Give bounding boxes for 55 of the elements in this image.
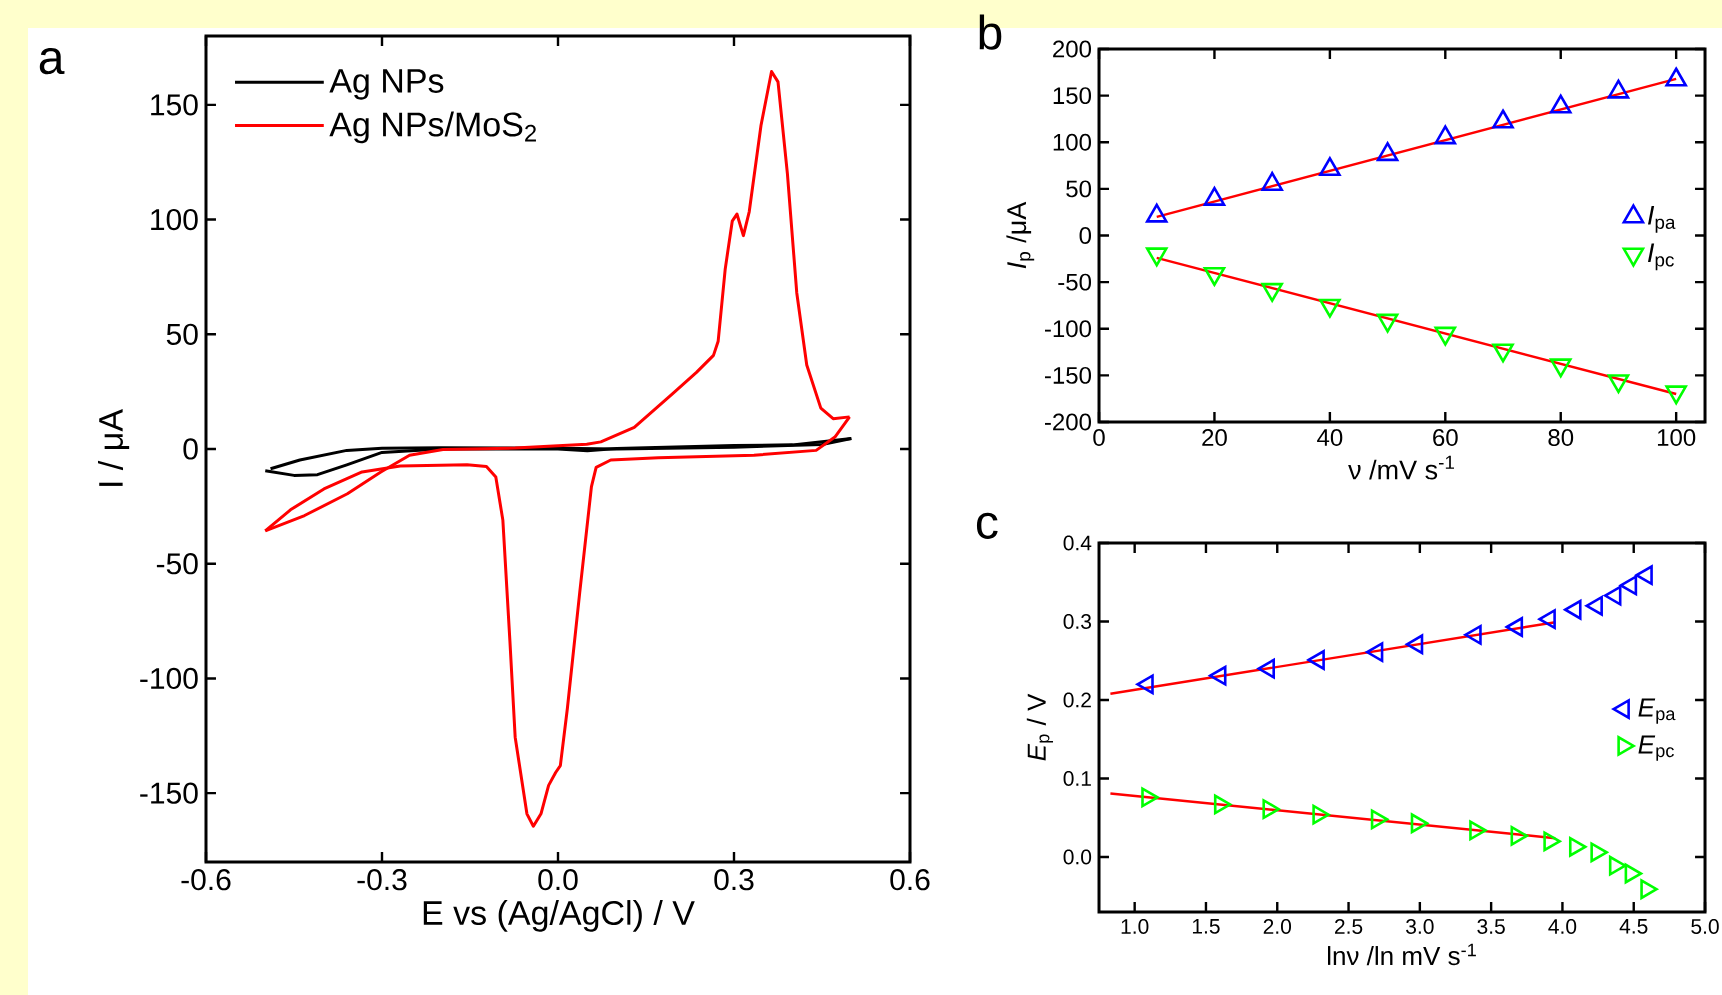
- y-tick-label: 0.3: [1063, 614, 1092, 629]
- y-tick-label: 50: [166, 323, 198, 345]
- y-tick-label: 0.2: [1063, 692, 1091, 708]
- chart-title: a: [39, 48, 65, 75]
- x-tick-label: 40: [1317, 429, 1343, 447]
- x-tick-label: 60: [1433, 429, 1458, 447]
- x-axis-title: ν /mV s$^{-1}$: [1348, 455, 1455, 480]
- x-axis-title: E vs (Ag/AgCl) / V: [423, 900, 695, 932]
- x-axis-title: lnν /ln mV s$^{-1}$: [1328, 943, 1476, 966]
- x-tick-label: 4.0: [1548, 919, 1577, 934]
- legend-label: E$_{pa}$: [1638, 698, 1676, 724]
- x-tick-label: 3.0: [1406, 919, 1434, 934]
- x-tick-label: 2.5: [1335, 919, 1363, 934]
- legend-label: E$_{pc}$: [1638, 735, 1674, 761]
- x-tick-label: -0.3: [357, 869, 407, 891]
- y-tick-label: 100: [1053, 133, 1092, 151]
- y-tick-label: 0.0: [1063, 849, 1092, 865]
- legend-label: I$_{pa}$: [1647, 205, 1676, 233]
- x-tick-label: 20: [1202, 429, 1227, 447]
- x-tick-label: 0.0: [538, 869, 578, 891]
- y-tick-label: 100: [151, 208, 198, 231]
- x-tick-label: 0: [1093, 429, 1105, 447]
- y-tick-label: -100: [140, 667, 198, 690]
- x-tick-label: 0.3: [714, 869, 754, 891]
- y-tick-label: 200: [1053, 40, 1092, 58]
- x-tick-label: 3.5: [1477, 919, 1505, 934]
- x-tick-label: -0.6: [181, 869, 231, 891]
- y-axis-title: I$_{p}$ /μA: [1006, 201, 1035, 269]
- y-tick-label: 50: [1066, 180, 1092, 198]
- y-tick-label: -50: [1058, 273, 1092, 291]
- legend-label: Ag NPs: [329, 69, 444, 100]
- y-tick-label: 0.1: [1063, 771, 1091, 786]
- y-tick-label: -150: [1044, 366, 1092, 384]
- y-axis-title: I / μA: [98, 409, 130, 486]
- legend-label: Ag NPs/MoS$_{2}$: [329, 111, 536, 144]
- y-tick-label: 150: [151, 94, 198, 116]
- x-tick-label: 1.5: [1192, 919, 1220, 934]
- x-tick-label: 100: [1657, 429, 1696, 447]
- y-tick-label: -100: [1044, 320, 1092, 338]
- y-tick-label: 150: [1053, 87, 1092, 105]
- y-tick-label: -150: [140, 782, 198, 804]
- y-axis-title: E$_{p}$ / V: [1026, 693, 1054, 761]
- x-tick-label: 0.6: [890, 869, 930, 891]
- y-tick-label: -50: [156, 553, 198, 575]
- y-tick-label: 0: [1079, 227, 1092, 244]
- y-tick-label: 0.4: [1063, 535, 1092, 551]
- chart-title: c: [976, 512, 998, 539]
- x-tick-label: 4.5: [1619, 919, 1648, 934]
- x-tick-label: 1.0: [1121, 919, 1149, 934]
- x-tick-label: 5.0: [1691, 919, 1719, 934]
- x-tick-label: 2.0: [1263, 919, 1292, 934]
- x-tick-label: 80: [1548, 429, 1574, 447]
- legend-label: I$_{pc}$: [1647, 243, 1674, 271]
- chart-title: b: [979, 14, 1002, 50]
- y-tick-label: -200: [1044, 413, 1092, 431]
